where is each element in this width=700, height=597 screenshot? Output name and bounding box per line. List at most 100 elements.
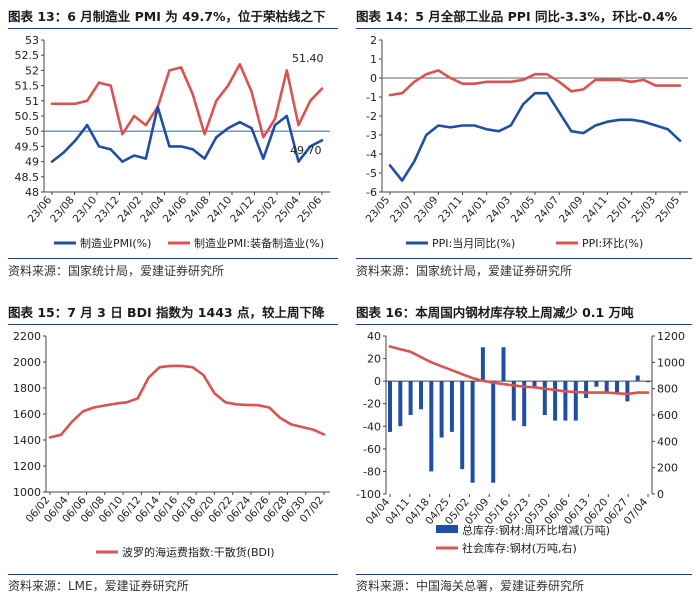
y-tick-label: -80: [363, 465, 381, 478]
panel-title: 图表 14：5 月全部工业品 PPI 同比-3.3%，环比-0.4%: [356, 9, 678, 24]
bar-weekly-change: [563, 381, 568, 421]
chart-ppi: -6-5-4-3-2-101223/0523/0723/0923/1124/01…: [364, 34, 688, 250]
legend-equipment-label: 制造业PMI:装备制造业(%): [194, 236, 324, 250]
x-tick-label: 25/04: [273, 194, 302, 225]
y-tick-label: 1400: [13, 434, 41, 447]
x-tick-label: 25/01: [605, 194, 634, 225]
series-line-ppi-yoy: [388, 91, 682, 182]
x-tick-label: 23/07: [388, 194, 417, 225]
series-line-social-inventory: [388, 345, 650, 396]
source-rule: [356, 574, 692, 575]
bar-weekly-change: [470, 381, 475, 483]
source-rule: [8, 574, 338, 575]
x-tick-label: 24/02: [116, 194, 145, 225]
panel-steel: 图表 16：本周国内钢材库存较上周减少 0.1 万吨 -100 -80 -60 -40…: [356, 298, 696, 597]
legend-bdi-label: 波罗的海运费指数:干散货(BDI): [122, 545, 275, 559]
y-tick-label: 50: [25, 125, 39, 138]
y-tick-label: 0: [374, 375, 381, 388]
panel-ppi: 图表 14：5 月全部工业品 PPI 同比-3.3%，环比-0.4% -6 -5 -…: [356, 0, 696, 290]
y-tick-label: -40: [363, 420, 381, 433]
legend-manufacturing-label: 制造业PMI(%): [80, 236, 151, 250]
bar-weekly-change: [625, 381, 630, 402]
x-tick-label: 24/08: [183, 194, 212, 225]
y-tick-label: 2: [370, 34, 377, 47]
x-tick-label: 23/08: [48, 194, 77, 225]
x-tick-label: 24/03: [484, 194, 513, 225]
x-tick-label: 24/01: [460, 194, 489, 225]
y-tick-label: 1: [370, 53, 377, 66]
bar-weekly-change: [408, 381, 413, 415]
y-tick-label: 1000: [13, 486, 41, 499]
x-tick-label: 24/11: [581, 194, 610, 225]
y-tick-label: 600: [657, 409, 678, 422]
y-tick-label: 0: [657, 488, 664, 501]
y-tick-label: 1600: [13, 408, 41, 421]
y-tick-label: 1200: [657, 330, 685, 343]
source-text: 资料来源：LME，爱建证券研究所: [8, 579, 189, 593]
y-tick-label: 53: [25, 34, 39, 47]
y-tick-label: -2: [366, 110, 377, 123]
y-tick-label: 48: [25, 186, 39, 199]
x-tick-label: 24/10: [206, 194, 235, 225]
title-rule: [8, 324, 338, 325]
bar-weekly-change: [398, 381, 403, 427]
bar-weekly-change: [491, 381, 496, 483]
x-tick-label: 24/04: [138, 194, 167, 225]
x-tick-label: 24/07: [533, 194, 562, 225]
y-tick-label: 1800: [13, 382, 41, 395]
y-tick-label: 51.5: [15, 80, 40, 93]
legend-weekly-change-label: 总库存:钢材:周环比增减(万吨): [462, 523, 610, 537]
chart-pmi: 4848.54949.55050.55151.55252.55323/0623/…: [15, 34, 330, 250]
source-rule: [8, 258, 338, 259]
bar-weekly-change: [542, 381, 547, 415]
y-tick-label: -6: [366, 186, 377, 199]
y-tick-label: 49: [25, 156, 39, 169]
bar-weekly-change: [615, 381, 619, 393]
x-tick-label: 23/12: [93, 194, 122, 225]
y-tick-label: 51: [25, 95, 39, 108]
legend-weekly-change-swatch: [436, 525, 458, 533]
x-tick-label: 23/11: [436, 194, 465, 225]
source-rule: [356, 258, 692, 259]
y-tick-label: -1: [366, 91, 377, 104]
series-line-equipment-pmi: [50, 62, 324, 139]
bar-weekly-change: [573, 381, 578, 421]
y-tick-label: 200: [657, 462, 678, 475]
panel-bdi: 图表 15：7 月 3 日 BDI 指数为 1443 点，较上周下降 1000 1…: [8, 298, 348, 597]
bar-weekly-change: [449, 381, 454, 432]
bar-weekly-change: [388, 381, 392, 432]
source-text: 资料来源：国家统计局，爱建证券研究所: [356, 264, 573, 278]
title-rule: [356, 324, 692, 325]
y-tick-label: 2200: [13, 330, 41, 343]
annotation-equipment-last: 51.40: [292, 52, 324, 65]
bar-weekly-change: [646, 381, 650, 383]
legend-ppi-mom-label: PPI:环比(%): [582, 237, 643, 250]
bar-weekly-change: [635, 375, 640, 382]
chart-bdi: 100012001400160018002000220006/0206/0406…: [13, 330, 330, 559]
y-tick-label: 40: [367, 330, 381, 343]
x-tick-label: 24/05: [509, 194, 538, 225]
y-tick-label: 49.5: [15, 140, 40, 153]
x-tick-label: 25/03: [629, 194, 658, 225]
y-tick-label: 48.5: [15, 171, 40, 184]
y-tick-label: -20: [363, 398, 381, 411]
panel-pmi: 图表 13：6 月制造业 PMI 为 49.7%，位于荣枯线之下 48 48.5 4…: [8, 0, 348, 290]
bar-weekly-change: [594, 381, 599, 387]
y-tick-label: 1200: [13, 460, 41, 473]
y-tick-label: -100: [356, 488, 381, 501]
y-tick-label: -5: [366, 167, 377, 180]
source-text: 资料来源：中国海关总署，爱建证券研究所: [356, 579, 585, 593]
bar-weekly-change: [480, 347, 485, 382]
panel-title: 图表 16：本周国内钢材库存较上周减少 0.1 万吨: [356, 305, 634, 320]
y-tick-label: 1000: [657, 356, 685, 369]
series-line-bdi: [48, 364, 326, 439]
bar-weekly-change: [501, 347, 506, 382]
x-tick-label: 24/09: [557, 194, 586, 225]
bar-weekly-change: [522, 381, 527, 427]
bar-weekly-change: [553, 381, 558, 421]
y-tick-label: 2000: [13, 356, 41, 369]
bar-weekly-change: [419, 381, 423, 410]
y-tick-label: -60: [363, 443, 381, 456]
y-tick-label: 400: [657, 435, 678, 448]
bar-weekly-change: [532, 381, 537, 387]
